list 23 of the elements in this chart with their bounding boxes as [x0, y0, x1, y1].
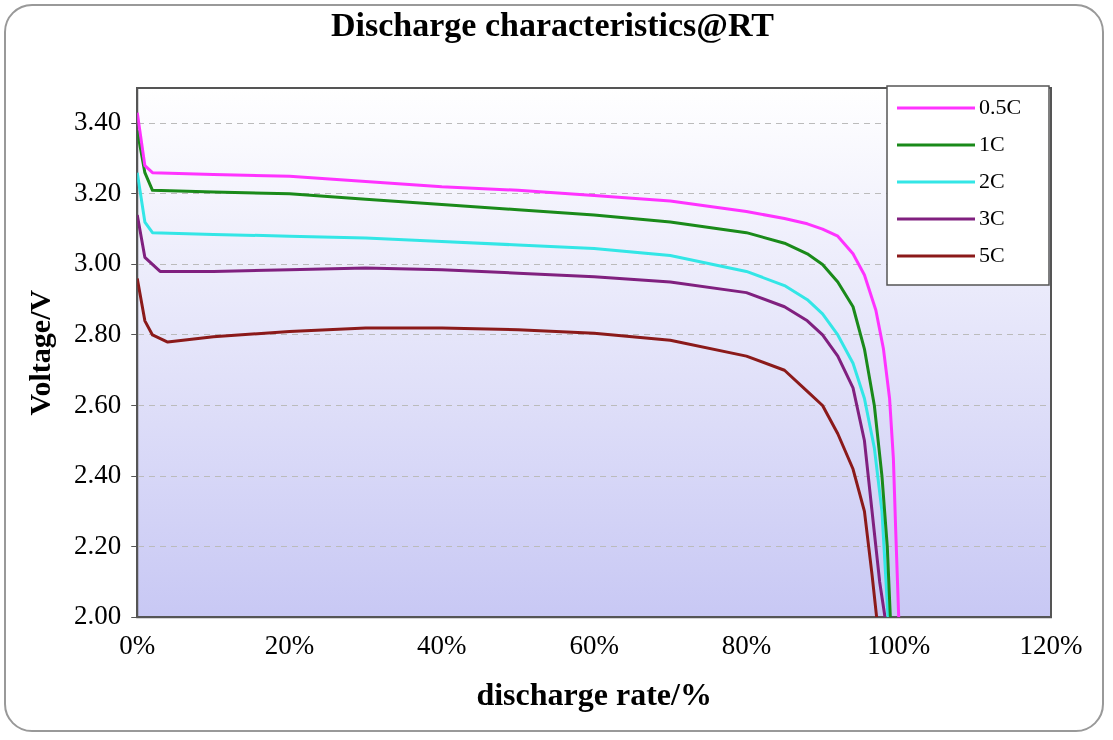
y-tick-label: 2.80: [74, 318, 122, 349]
x-tick-label: 100%: [867, 630, 931, 661]
y-tick-label: 2.60: [74, 388, 122, 419]
x-tick-label: 120%: [1019, 630, 1083, 661]
y-tick-label: 3.20: [74, 176, 122, 207]
x-tick-label: 20%: [264, 630, 315, 661]
legend-label: 2C: [979, 167, 1005, 193]
y-tick-label: 3.00: [74, 247, 122, 278]
x-tick-label: 0%: [119, 630, 156, 661]
legend-label: 5C: [979, 241, 1005, 267]
y-axis-title: Voltage/V: [22, 289, 56, 416]
y-tick-label: 2.00: [74, 600, 122, 631]
x-axis-title: discharge rate/%: [476, 676, 712, 713]
legend-label: 3C: [979, 204, 1005, 230]
x-tick-label: 40%: [417, 630, 467, 661]
y-tick-label: 3.40: [74, 106, 122, 137]
y-tick-label: 2.40: [74, 459, 122, 490]
y-tick-label: 2.20: [74, 529, 122, 560]
legend-label: 0.5C: [979, 93, 1022, 119]
x-tick-label: 80%: [721, 630, 772, 661]
chart-title: Discharge characteristics@RT: [330, 6, 775, 44]
legend-label: 1C: [979, 130, 1005, 156]
x-tick-label: 60%: [569, 630, 619, 661]
